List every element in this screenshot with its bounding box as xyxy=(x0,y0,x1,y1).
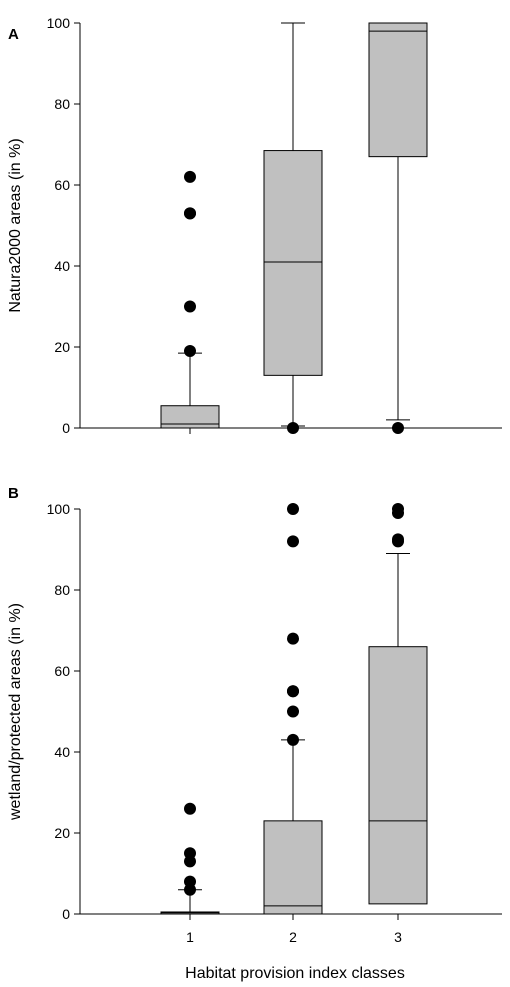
y-tick-label: 60 xyxy=(54,177,70,193)
outlier-point xyxy=(184,170,196,183)
box-iqr xyxy=(368,646,428,905)
y-tick-label: 20 xyxy=(54,825,70,841)
y-tick-label: 40 xyxy=(54,258,70,274)
x-tick-label: 2 xyxy=(289,929,297,945)
outlier-point xyxy=(287,503,299,515)
box-iqr xyxy=(263,150,323,376)
outlier-point xyxy=(287,632,299,645)
outlier-point xyxy=(392,503,404,515)
outlier-point xyxy=(287,685,299,698)
outlier-point xyxy=(184,345,196,358)
y-tick-label: 40 xyxy=(54,744,70,760)
outlier-point xyxy=(184,300,196,313)
y-tick-label: 0 xyxy=(62,906,70,922)
x-axis-label: Habitat provision index classes xyxy=(185,965,405,982)
outlier-point xyxy=(287,733,299,746)
outlier-point xyxy=(287,535,299,548)
y-tick-label: 60 xyxy=(54,663,70,679)
panel-a-chart: A 0 20 40 60 80 100 Natura2000 areas (in %) xyxy=(7,15,502,436)
x-tick-label: 1 xyxy=(186,929,194,945)
outlier-point xyxy=(392,533,404,546)
panel-letter: B xyxy=(8,485,19,502)
panel-b-chart: B 0 20 40 60 80 100 1 2 3 wetland/protected areas … xyxy=(7,485,502,982)
outlier-point xyxy=(184,802,196,815)
box-iqr xyxy=(263,820,323,915)
y-tick-label: 0 xyxy=(62,420,70,436)
outlier-point xyxy=(184,847,196,860)
y-tick-label: 80 xyxy=(54,96,70,112)
outlier-point xyxy=(392,422,404,434)
y-tick-label: 80 xyxy=(54,582,70,598)
outlier-point xyxy=(184,875,196,888)
box-iqr xyxy=(160,405,220,429)
box-iqr xyxy=(368,22,428,158)
y-tick-label: 20 xyxy=(54,339,70,355)
panel-letter: A xyxy=(8,26,19,43)
outlier-point xyxy=(287,705,299,718)
x-tick-label: 3 xyxy=(394,929,402,945)
outlier-point xyxy=(287,422,299,434)
y-axis-label: Natura2000 areas (in %) xyxy=(7,138,24,312)
y-tick-label: 100 xyxy=(47,501,71,517)
outlier-point xyxy=(184,207,196,220)
y-axis-label: wetland/protected areas (in %) xyxy=(7,603,24,821)
y-tick-label: 100 xyxy=(47,15,71,31)
